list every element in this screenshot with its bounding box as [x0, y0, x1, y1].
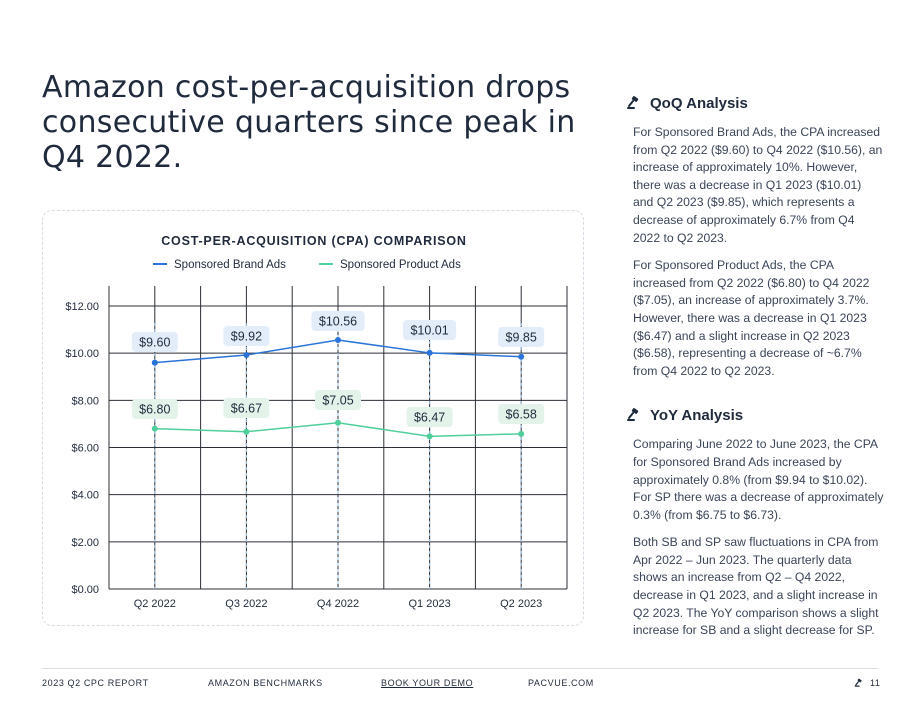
data-label: $6.80: [139, 403, 170, 417]
chart-title: COST-PER-ACQUISITION (CPA) COMPARISON: [161, 234, 467, 248]
data-label: $7.05: [322, 394, 353, 408]
qoq-paragraph: For Sponsored Product Ads, the CPA incre…: [633, 258, 870, 378]
data-label: $6.67: [231, 402, 262, 416]
x-tick-label: Q4 2022: [317, 598, 359, 610]
data-label: $6.47: [414, 411, 445, 425]
data-label-bg: [223, 398, 270, 418]
yoy-section: YoY Analysis Comparing June 2022 to June…: [622, 404, 884, 640]
data-point: [151, 425, 158, 432]
data-point: [243, 352, 250, 359]
data-label: $9.60: [139, 336, 170, 350]
page-footer: 2023 Q2 CPC REPORT AMAZON BENCHMARKS BOO…: [42, 668, 881, 699]
data-label-bg: [315, 390, 361, 410]
data-label-bg: [131, 399, 178, 419]
data-point: [518, 353, 525, 360]
qoq-title: QoQ Analysis: [650, 94, 748, 112]
data-label-bg: [406, 407, 453, 427]
y-tick-label: $12.00: [65, 301, 99, 313]
section-heading: YoY Analysis: [626, 404, 884, 426]
legend-label: Sponsored Product Ads: [340, 259, 461, 271]
gavel-icon: [854, 678, 862, 687]
y-tick-label: $8.00: [71, 395, 99, 407]
x-tick-label: Q3 2022: [225, 598, 267, 610]
data-point: [151, 359, 158, 366]
data-label-bg: [311, 311, 365, 331]
footer-report-title: 2023 Q2 CPC REPORT: [42, 678, 149, 688]
yoy-paragraph: Comparing June 2022 to June 2023, the CP…: [633, 437, 884, 522]
site-link[interactable]: PACVUE.COM: [528, 678, 594, 688]
data-label: $9.92: [231, 330, 262, 344]
yoy-paragraph: Both SB and SP saw fluctuations in CPA f…: [633, 535, 879, 638]
data-point: [426, 433, 433, 440]
chart-card: COST-PER-ACQUISITION (CPA) COMPARISON Spo…: [42, 210, 584, 626]
page-title: Amazon cost-per-acquisition drops consec…: [42, 70, 576, 175]
data-label-bg: [403, 320, 457, 340]
data-label: $9.85: [506, 331, 537, 345]
data-point: [335, 336, 341, 343]
y-tick-label: $4.00: [71, 490, 99, 502]
footer-section-link[interactable]: AMAZON BENCHMARKS: [208, 678, 323, 688]
data-point: [518, 430, 525, 437]
book-demo-link[interactable]: BOOK YOUR DEMO: [381, 678, 474, 688]
gavel-icon: [627, 408, 639, 422]
data-label-bg: [223, 326, 270, 346]
data-label: $6.58: [506, 408, 537, 422]
qoq-section: QoQ Analysis For Sponsored Brand Ads, th…: [622, 92, 884, 380]
legend-label: Sponsored Brand Ads: [174, 259, 286, 271]
data-label-bg: [498, 327, 545, 347]
yoy-title: YoY Analysis: [650, 406, 744, 424]
y-tick-label: $2.00: [71, 537, 99, 549]
data-label-bg: [498, 404, 545, 424]
data-label-bg: [131, 332, 178, 352]
data-label: $10.01: [410, 324, 448, 338]
data-point: [243, 428, 250, 435]
data-point: [426, 349, 433, 356]
section-heading: QoQ Analysis: [626, 92, 884, 114]
qoq-paragraph: For Sponsored Brand Ads, the CPA increas…: [633, 125, 883, 245]
y-tick-label: $0.00: [71, 584, 99, 596]
page-number: 11: [870, 678, 881, 688]
x-tick-label: Q2 2022: [134, 598, 176, 610]
x-tick-label: Q1 2023: [408, 598, 450, 610]
data-label: $10.56: [319, 315, 357, 329]
x-tick-label: Q2 2023: [500, 598, 542, 610]
y-tick-label: $10.00: [65, 348, 99, 360]
analysis-panel: QoQ Analysis For Sponsored Brand Ads, th…: [622, 92, 884, 650]
gavel-icon: [627, 96, 639, 109]
cpa-line-chart: COST-PER-ACQUISITION (CPA) COMPARISON Spo…: [65, 234, 568, 610]
data-point: [335, 419, 341, 426]
y-tick-label: $6.00: [71, 443, 99, 455]
